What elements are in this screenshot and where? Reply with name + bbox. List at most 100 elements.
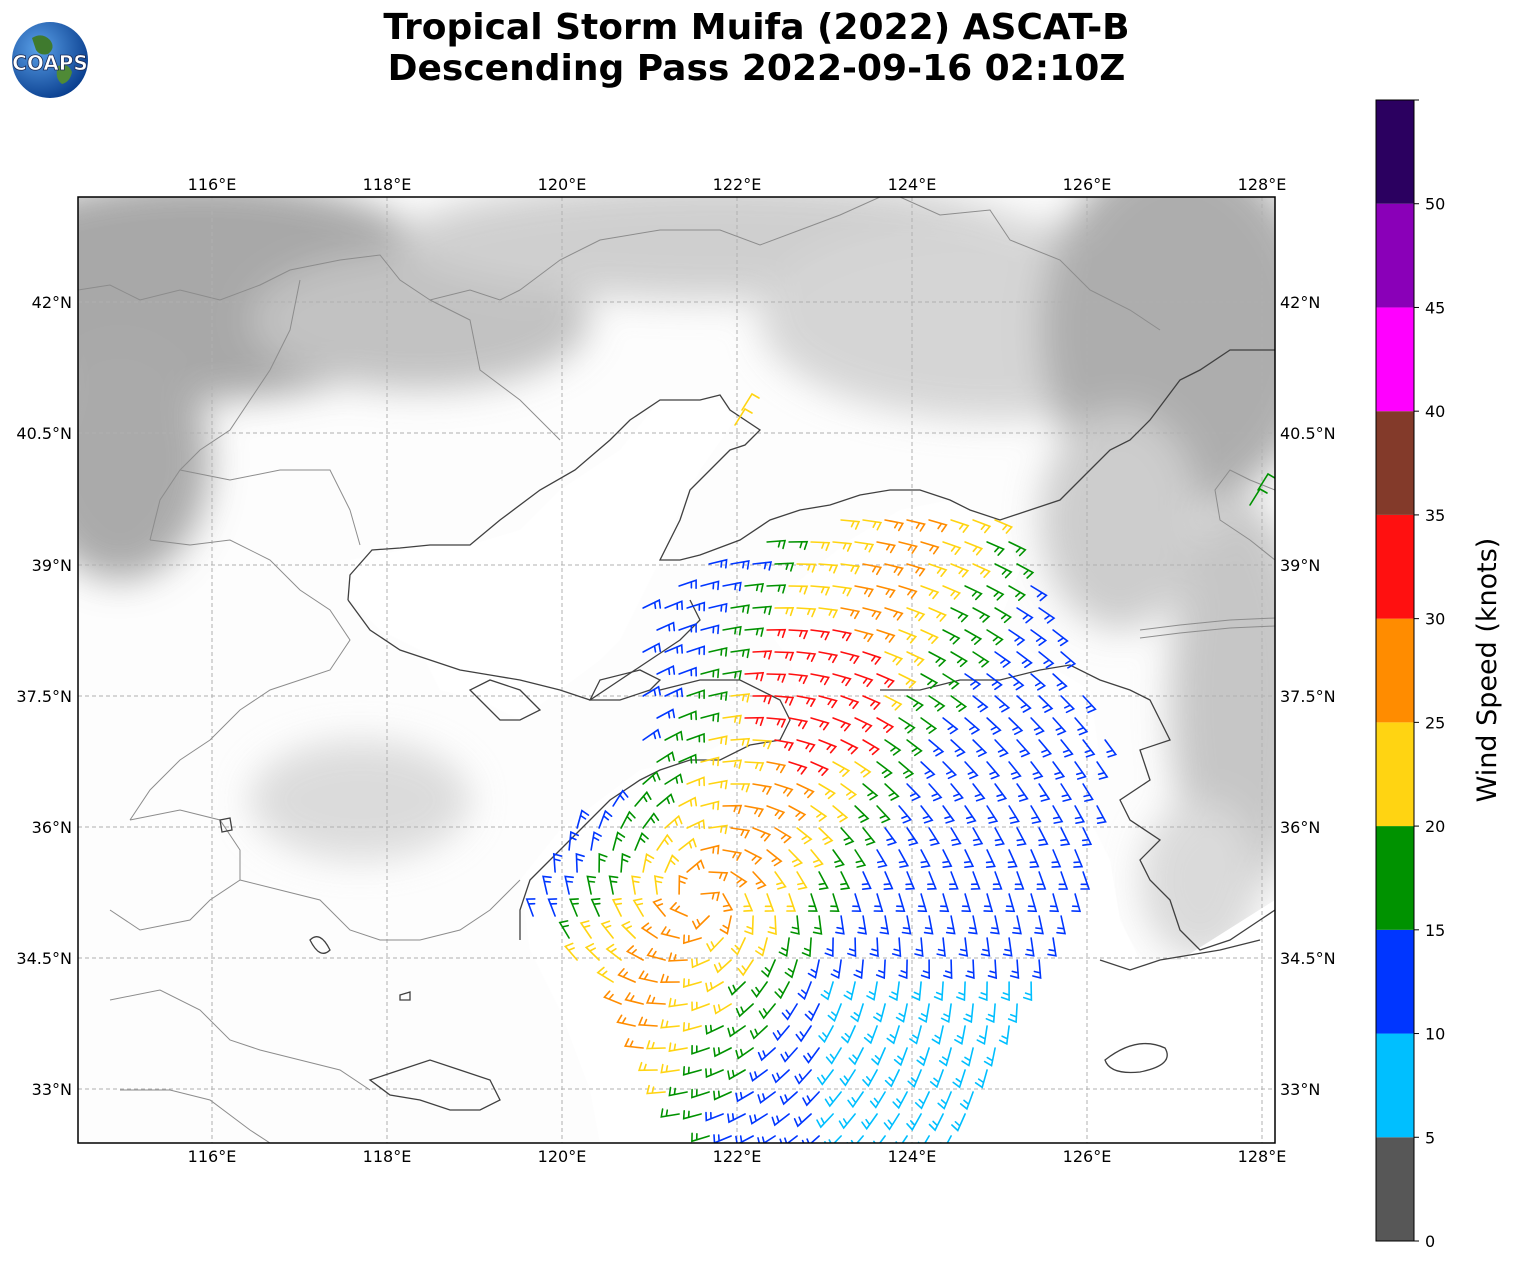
colorbar-tick-label: 25 [1425,713,1445,732]
wind-barb [752,871,767,890]
wind-barb [584,943,600,961]
wind-barb [691,958,710,969]
wind-barb [656,708,676,719]
wind-barb [1008,629,1026,646]
wind-barb [850,1003,864,1023]
wind-barb [713,1047,732,1058]
wind-barb [884,651,904,666]
wind-barb [668,952,688,962]
wind-barb [766,717,787,728]
wind-barb [854,541,875,553]
wind-barb [862,519,883,531]
map-title-line-2: Descending Pass 2022-09-16 02:10Z [387,48,1126,89]
wind-barb [1005,893,1016,913]
wind-barb [664,773,683,785]
wind-barb [579,920,592,939]
wind-barb [678,753,697,764]
wind-barb [818,607,839,619]
wind-barb [788,805,807,821]
wind-barb [863,1025,878,1045]
wind-barb [1096,805,1107,824]
wind-barb [722,581,742,592]
wind-barb [994,607,1012,624]
wind-barb [825,1047,842,1065]
wind-barb [1060,651,1077,669]
wind-barb [656,751,675,763]
wind-barb [807,959,820,979]
wind-barb [832,717,852,732]
wind-barb [994,519,1014,534]
wind-barb [895,893,906,913]
wind-barb [923,915,934,935]
wind-barb [727,1025,746,1038]
wind-barb [1008,673,1025,691]
colorbar-bin-20-25 [1376,722,1414,827]
wind-barb [705,1068,724,1079]
wind-barb [700,800,720,811]
wind-barb [796,695,817,707]
lat-label-right-39: 39°N [1280,556,1320,575]
wind-barb [920,761,936,779]
wind-barb [737,959,754,977]
wind-barb [708,646,728,657]
wind-barb [801,937,812,958]
wind-barb [686,819,706,830]
wind-barb [552,852,563,873]
wind-barb [686,645,706,656]
wind-barb [1257,472,1275,491]
wind-barb [1038,827,1049,846]
wind-barb [749,1025,768,1040]
wind-barb [810,717,830,731]
wind-barb [978,981,988,1002]
wind-barb [1052,805,1064,824]
wind-barb [752,650,773,660]
wind-barb [950,651,968,668]
wind-barb [976,1025,988,1046]
wind-barb [730,604,750,614]
wind-barb [719,915,732,935]
wind-barb [920,849,931,868]
wind-barb [931,1025,944,1045]
wind-barb [840,563,861,575]
wind-barb [972,519,992,534]
wind-barb [744,627,765,637]
wind-barb [605,943,622,961]
wind-barb [660,1108,680,1118]
wind-barb [1081,827,1093,846]
wind-barb [876,629,896,643]
wind-barb [749,1113,768,1125]
wind-barb [854,849,867,868]
wind-barb [959,1091,974,1111]
wind-barb [788,717,809,730]
wind-barb [942,673,960,690]
wind-barb [928,695,946,712]
wind-barb [678,837,697,851]
wind-barb [772,1025,790,1042]
wind-barb [986,761,1001,780]
wind-barb [778,937,790,958]
wind-barb [986,805,999,824]
wind-barb [1047,937,1057,957]
wind-barb [795,1025,812,1043]
wind-barb [869,1135,886,1143]
colorbar-tick-label: 50 [1425,195,1445,214]
wind-barb [642,812,660,829]
wind-barb [1030,717,1045,736]
wind-barb [898,673,917,689]
wind-barb [986,717,1002,735]
wind-barb [691,1001,710,1012]
wind-barb [705,1111,724,1122]
wind-barb [590,898,601,917]
wind-barb [722,804,743,814]
wind-barb [862,695,881,710]
wind-barb [972,695,989,713]
wind-barb [722,670,742,680]
wind-barb [951,1113,966,1132]
wind-barb [802,1091,820,1107]
wind-barb [883,871,894,890]
wind-barb [1008,585,1027,601]
wind-barb [942,629,961,645]
wind-barb [730,737,751,748]
wind-barb [963,1003,974,1024]
wind-barb [869,1091,886,1109]
